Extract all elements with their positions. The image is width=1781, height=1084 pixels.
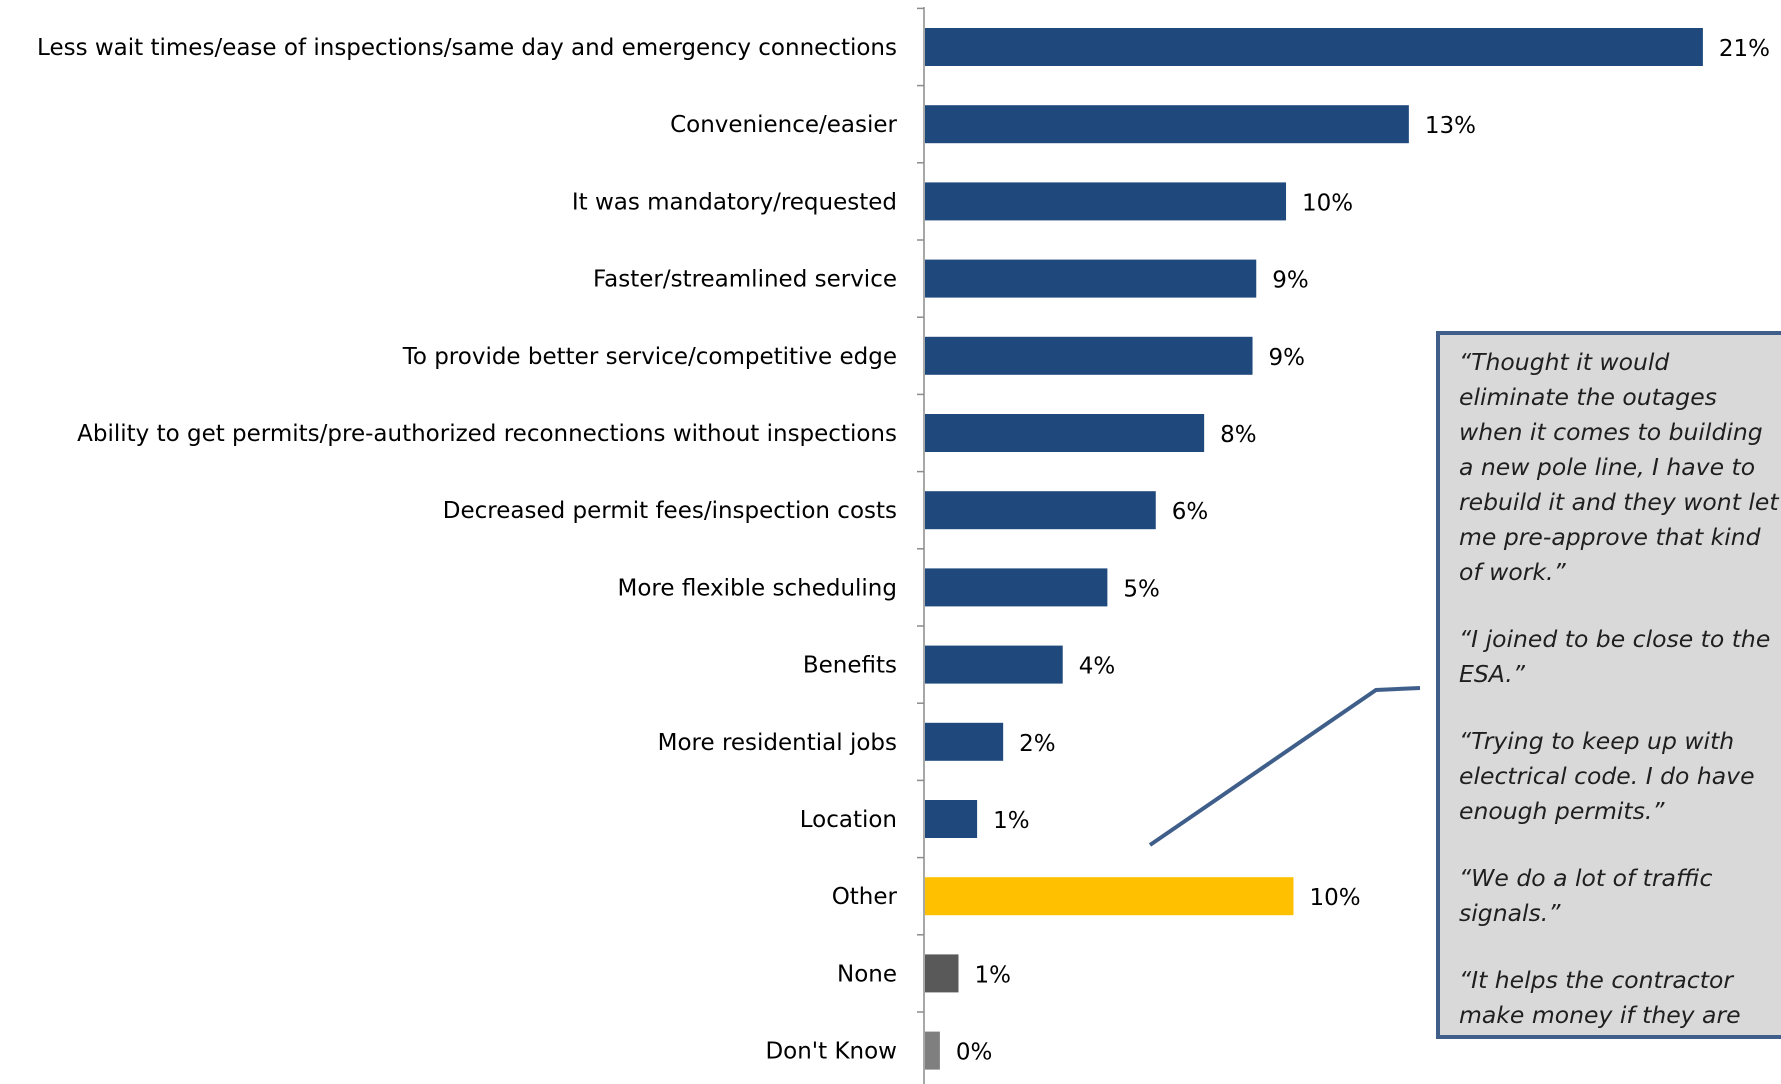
bar <box>925 105 1409 144</box>
value-label: 13% <box>1425 113 1476 139</box>
value-labels: 21% 13% 10% 9% 9% 8% 6% 5% 4% 2% 1% 10% 1% 0% <box>956 36 1770 1066</box>
bar <box>925 568 1108 607</box>
value-label: 21% <box>1719 36 1770 62</box>
category-labels: Less wait times/ease of inspections/same… <box>37 35 898 1065</box>
value-label: 1% <box>974 962 1011 988</box>
bar <box>925 336 1253 375</box>
bar <box>925 182 1287 221</box>
category-label: More flexible scheduling <box>617 575 897 601</box>
quote-2: “I joined to be close to the ESA.” <box>1459 625 1771 688</box>
bar <box>925 414 1205 452</box>
chart-axis <box>917 7 925 1084</box>
bar <box>925 1031 940 1070</box>
category-label: Location <box>800 807 897 833</box>
value-label: 10% <box>1309 885 1360 911</box>
category-label: Faster/streamlined service <box>593 267 897 293</box>
quotes-callout: “Thought it would eliminate the outages … <box>1436 331 1781 1039</box>
quote-4: “We do a lot of traffic signals.” <box>1459 864 1713 927</box>
quote-3: “Trying to keep up with electrical code.… <box>1459 727 1755 825</box>
category-label: It was mandatory/requested <box>572 189 897 215</box>
category-label: Decreased permit fees/inspection costs <box>443 498 897 524</box>
bar <box>925 800 978 838</box>
bar <box>925 954 959 993</box>
category-label: Convenience/easier <box>670 112 897 138</box>
category-label: More residential jobs <box>658 730 897 756</box>
value-label: 10% <box>1302 190 1353 216</box>
bar <box>925 491 1156 530</box>
bar <box>925 877 1294 916</box>
category-label: Other <box>832 884 898 910</box>
bar <box>925 28 1703 66</box>
category-label: Less wait times/ease of inspections/same… <box>37 35 897 61</box>
value-label: 9% <box>1269 345 1306 371</box>
value-label: 0% <box>956 1040 993 1066</box>
bar <box>925 259 1257 298</box>
quote-5: “It helps the contractor make money if t… <box>1459 966 1741 1029</box>
bar <box>925 645 1063 684</box>
value-label: 2% <box>1019 731 1056 757</box>
value-label: 6% <box>1172 499 1209 525</box>
category-label: Benefits <box>803 653 897 679</box>
category-label: To provide better service/competitive ed… <box>402 344 897 370</box>
category-label: Don't Know <box>765 1039 897 1065</box>
quote-1: “Thought it would eliminate the outages … <box>1459 348 1779 586</box>
value-label: 5% <box>1123 576 1160 602</box>
chart-bars <box>925 28 1703 1070</box>
bar <box>925 722 1004 761</box>
value-label: 4% <box>1079 654 1116 680</box>
value-label: 1% <box>993 808 1029 834</box>
value-label: 9% <box>1272 268 1309 294</box>
category-label: None <box>837 961 897 987</box>
category-label: Ability to get permits/pre-authorized re… <box>77 421 897 447</box>
callout-pointer <box>1148 686 1421 847</box>
callout-pointer-line <box>1148 686 1421 847</box>
value-label: 8% <box>1220 422 1257 448</box>
